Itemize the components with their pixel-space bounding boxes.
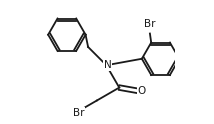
- Text: N: N: [104, 60, 111, 70]
- Text: O: O: [137, 86, 146, 96]
- Text: Br: Br: [73, 108, 85, 118]
- Text: Br: Br: [144, 19, 156, 29]
